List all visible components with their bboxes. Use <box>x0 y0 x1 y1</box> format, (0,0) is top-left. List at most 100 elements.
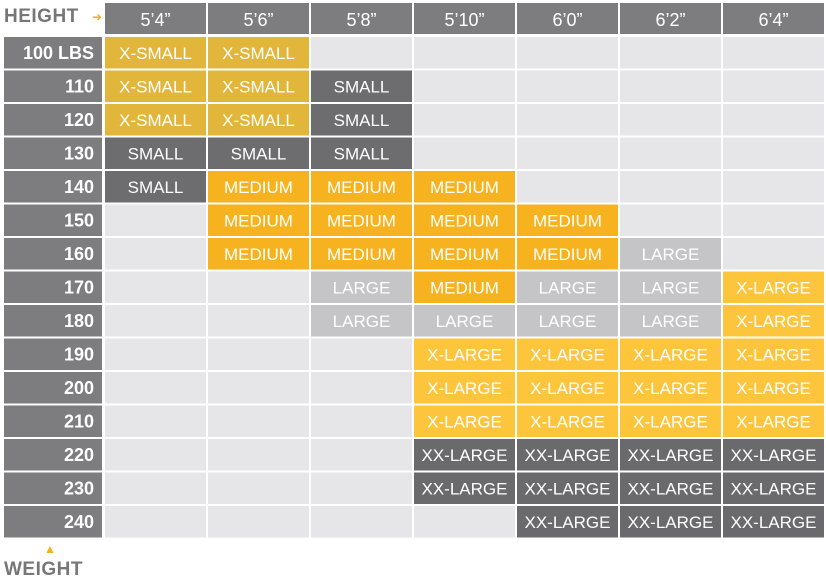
row-header-label: 120 <box>64 110 94 130</box>
size-cell <box>311 305 412 337</box>
row-header-12 <box>4 439 102 471</box>
size-cell <box>311 204 412 236</box>
empty-cell <box>517 137 618 169</box>
size-cell-label: LARGE <box>539 312 597 331</box>
size-cell <box>620 338 721 370</box>
empty-cell <box>620 204 721 236</box>
empty-cell <box>414 37 515 69</box>
size-cell <box>620 472 721 504</box>
empty-cell <box>208 305 309 337</box>
row-header-label: 190 <box>64 345 94 365</box>
row-header-label: 160 <box>64 244 94 264</box>
column-header-label: 6’2” <box>655 10 685 30</box>
row-header-14 <box>4 506 102 538</box>
empty-cell <box>105 506 206 538</box>
empty-cell <box>311 338 412 370</box>
empty-cell <box>414 506 515 538</box>
size-cell <box>517 506 618 538</box>
size-cell-label: X-LARGE <box>633 379 708 398</box>
size-cell-label: X-SMALL <box>119 111 192 130</box>
empty-cell <box>311 439 412 471</box>
row-header-2 <box>4 104 102 136</box>
size-cell <box>517 372 618 404</box>
size-cell-label: XX-LARGE <box>422 446 508 465</box>
empty-cell <box>723 137 824 169</box>
size-cell-label: X-LARGE <box>736 413 811 432</box>
empty-cell <box>311 372 412 404</box>
row-header-13 <box>4 472 102 504</box>
row-header-7 <box>4 271 102 303</box>
empty-cell <box>620 171 721 203</box>
size-cell-label: XX-LARGE <box>731 480 817 499</box>
size-cell <box>620 372 721 404</box>
empty-cell <box>208 439 309 471</box>
size-cell <box>517 338 618 370</box>
row-header-3 <box>4 137 102 169</box>
size-cell-label: MEDIUM <box>224 178 293 197</box>
size-cell <box>517 472 618 504</box>
size-cell <box>311 70 412 102</box>
row-header-1 <box>4 70 102 102</box>
size-cell-label: X-LARGE <box>736 379 811 398</box>
row-header-label: 210 <box>64 412 94 432</box>
size-cell <box>517 305 618 337</box>
size-cell-label: XX-LARGE <box>731 446 817 465</box>
size-cell <box>723 305 824 337</box>
size-cell-label: XX-LARGE <box>731 513 817 532</box>
empty-cell <box>414 104 515 136</box>
size-cell <box>414 204 515 236</box>
empty-cell <box>311 472 412 504</box>
size-cell <box>620 271 721 303</box>
size-cell-label: LARGE <box>642 312 700 331</box>
empty-cell <box>208 506 309 538</box>
size-cell-label: X-SMALL <box>119 44 192 63</box>
empty-cell <box>517 37 618 69</box>
size-cell-label: MEDIUM <box>327 178 396 197</box>
empty-cell <box>517 70 618 102</box>
row-header-8 <box>4 305 102 337</box>
empty-cell <box>723 37 824 69</box>
size-cell <box>517 204 618 236</box>
size-cell-label: X-LARGE <box>633 413 708 432</box>
column-header-label: 5’8” <box>346 10 376 30</box>
size-cell <box>414 372 515 404</box>
empty-cell <box>311 405 412 437</box>
size-cell <box>105 104 206 136</box>
size-cell <box>723 405 824 437</box>
column-header-6 <box>723 3 824 34</box>
size-cell-label: X-LARGE <box>530 379 605 398</box>
row-header-9 <box>4 338 102 370</box>
size-cell-label: X-LARGE <box>530 346 605 365</box>
size-cell-label: XX-LARGE <box>628 480 714 499</box>
size-cell <box>723 439 824 471</box>
size-cell-label: LARGE <box>642 279 700 298</box>
size-cell <box>723 338 824 370</box>
column-header-5 <box>620 3 721 34</box>
empty-cell <box>105 439 206 471</box>
size-cell <box>414 439 515 471</box>
size-cell <box>208 238 309 270</box>
size-cell-label: MEDIUM <box>224 245 293 264</box>
size-cell-label: XX-LARGE <box>422 480 508 499</box>
row-header-label: 180 <box>64 311 94 331</box>
empty-cell <box>105 472 206 504</box>
empty-cell <box>620 137 721 169</box>
size-cell-label: XX-LARGE <box>525 513 611 532</box>
size-cell-label: LARGE <box>333 312 391 331</box>
size-cell <box>723 506 824 538</box>
height-axis-label: HEIGHT <box>4 6 79 27</box>
size-cell-label: X-LARGE <box>736 279 811 298</box>
size-cell-label: MEDIUM <box>327 245 396 264</box>
empty-cell <box>105 204 206 236</box>
size-cell <box>517 405 618 437</box>
size-cell-label: X-LARGE <box>530 413 605 432</box>
empty-cell <box>311 506 412 538</box>
size-cell-label: X-LARGE <box>633 346 708 365</box>
empty-cell <box>208 338 309 370</box>
size-cell-label: SMALL <box>334 78 390 97</box>
weight-axis-label: WEIGHT <box>4 559 83 580</box>
size-cell <box>723 372 824 404</box>
empty-cell <box>105 305 206 337</box>
size-cell <box>414 338 515 370</box>
